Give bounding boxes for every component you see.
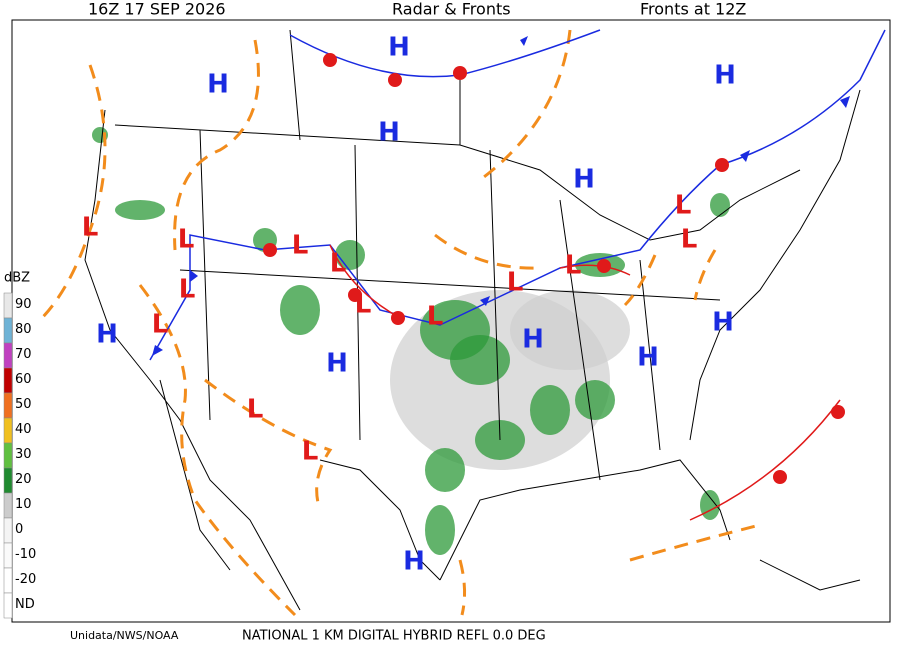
high-center: H xyxy=(712,308,734,338)
legend-tick-label: 70 xyxy=(15,347,32,362)
front-symbols xyxy=(152,36,850,484)
title: Radar & Fronts xyxy=(392,0,511,19)
low-center: L xyxy=(565,251,582,281)
legend-swatch xyxy=(3,417,13,444)
legend-swatch xyxy=(3,467,13,494)
legend-tick-label: 90 xyxy=(15,297,32,312)
legend-swatch xyxy=(3,517,13,544)
product: NATIONAL 1 KM DIGITAL HYBRID REFL 0.0 DE… xyxy=(242,629,546,644)
legend-tick-label: 80 xyxy=(15,322,32,337)
low-center: L xyxy=(178,225,195,255)
legend-tick-label: 20 xyxy=(15,472,32,487)
legend-swatch xyxy=(3,317,13,344)
trough xyxy=(434,233,541,270)
trough xyxy=(458,559,467,616)
fronts-label: Fronts at 12Z xyxy=(640,0,746,19)
legend-swatch xyxy=(3,292,13,319)
legend-swatch xyxy=(3,442,13,469)
cold-front xyxy=(149,29,886,361)
legend-swatch xyxy=(3,492,13,519)
low-center: L xyxy=(247,395,264,425)
high-center: H xyxy=(326,349,348,379)
high-center: H xyxy=(522,325,544,355)
trough xyxy=(623,254,657,307)
trough xyxy=(173,39,260,251)
high-center: H xyxy=(388,33,410,63)
legend-swatch xyxy=(3,342,13,369)
high-center: H xyxy=(573,165,595,195)
high-center: H xyxy=(96,320,118,350)
legend-tick-label: 0 xyxy=(15,522,23,537)
low-center: L xyxy=(681,225,698,255)
low-center: L xyxy=(330,249,347,279)
low-center: L xyxy=(507,268,524,298)
high-center: H xyxy=(714,61,736,91)
legend-swatch xyxy=(3,367,13,394)
color-legend: 90 80 70 60 50 40 30 20 10 0 -10 -20 ND xyxy=(3,292,36,619)
low-center: L xyxy=(355,290,372,320)
high-center: H xyxy=(403,547,425,577)
trough xyxy=(693,249,717,301)
low-center: L xyxy=(292,231,309,261)
high-center: H xyxy=(207,70,229,100)
low-center: L xyxy=(675,191,692,221)
legend-tick-label: 40 xyxy=(15,422,32,437)
legend-swatch xyxy=(3,392,13,419)
high-center: H xyxy=(637,343,659,373)
source: Unidata/NWS/NOAA xyxy=(70,629,179,642)
legend-tick-label: 30 xyxy=(15,447,32,462)
low-center: L xyxy=(427,302,444,332)
legend-swatch xyxy=(3,567,13,594)
legend-tick-label: 50 xyxy=(15,397,32,412)
trough xyxy=(38,64,107,322)
legend-unit: dBZ xyxy=(4,271,30,286)
low-center: L xyxy=(302,437,319,467)
legend-tick-label: 60 xyxy=(15,372,32,387)
trough xyxy=(138,284,297,617)
legend-swatch xyxy=(3,542,13,569)
time-label: 16Z 17 SEP 2026 xyxy=(88,0,226,19)
high-center: H xyxy=(378,118,400,148)
trough xyxy=(204,378,333,511)
coastline xyxy=(84,89,861,611)
trough xyxy=(629,523,761,562)
low-center: L xyxy=(152,310,169,340)
low-center: L xyxy=(82,213,99,243)
legend-tick-label: ND xyxy=(15,597,35,612)
legend-tick-label: 10 xyxy=(15,497,32,512)
legend-tick-label: -20 xyxy=(15,572,36,587)
legend-swatch xyxy=(3,592,13,619)
legend-tick-label: -10 xyxy=(15,547,36,562)
low-center: L xyxy=(179,275,196,305)
